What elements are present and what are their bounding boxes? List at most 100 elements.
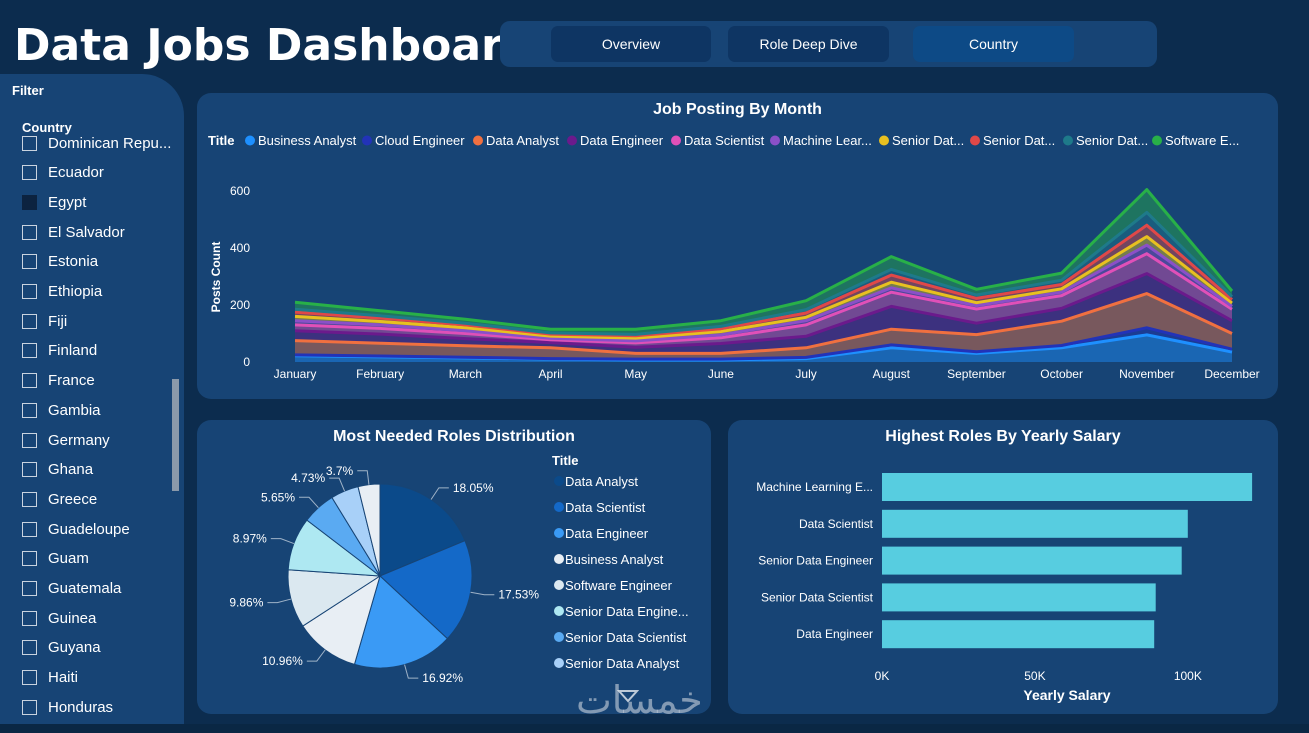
checkbox[interactable]	[22, 462, 37, 478]
checkbox[interactable]	[22, 640, 37, 656]
legend-marker	[1063, 135, 1073, 146]
series-line-data-scientist[interactable]	[294, 252, 1233, 345]
slicer-scrollbar[interactable]	[172, 379, 179, 491]
country-item[interactable]: Germany	[22, 429, 110, 451]
x-tick-label: December	[1204, 367, 1259, 381]
country-item[interactable]: Haiti	[22, 667, 78, 689]
country-item[interactable]: El Salvador	[22, 221, 125, 243]
checkbox[interactable]	[22, 491, 37, 507]
country-item[interactable]: Guinea	[22, 607, 96, 629]
salary-bar[interactable]	[882, 509, 1188, 538]
legend-label: Data Engineer	[565, 526, 649, 541]
country-item[interactable]: Egypt	[22, 191, 86, 213]
legend-marker	[554, 658, 564, 668]
country-item-label: Finland	[48, 342, 98, 360]
checkbox[interactable]	[22, 343, 37, 359]
x-tick-label: July	[795, 367, 816, 381]
country-item[interactable]: Guadeloupe	[22, 518, 130, 540]
checkbox[interactable]	[22, 402, 37, 418]
country-item-label: Guadeloupe	[48, 520, 130, 538]
checkbox[interactable]	[22, 313, 37, 329]
legend-marker	[554, 476, 564, 486]
checkbox[interactable]	[22, 521, 37, 537]
checkbox[interactable]	[22, 581, 37, 596]
pie-data-label: 16.92%	[422, 671, 463, 685]
country-item-label: El Salvador	[48, 223, 125, 241]
pie-data-label: 18.05%	[453, 481, 494, 495]
country-item[interactable]: Ecuador	[22, 162, 104, 184]
legend-marker	[245, 135, 255, 146]
series-line-data-engineer[interactable]	[294, 272, 1233, 349]
checkbox[interactable]	[22, 254, 37, 270]
country-item[interactable]: Estonia	[22, 251, 98, 273]
country-item[interactable]: Guatemala	[22, 578, 121, 600]
country-item[interactable]: Honduras	[22, 696, 113, 718]
country-item[interactable]: Gambia	[22, 399, 101, 421]
checkbox[interactable]	[22, 670, 37, 686]
y-axis-label: Posts Count	[209, 242, 223, 313]
checkbox[interactable]	[22, 699, 37, 715]
series-line-software-engineer[interactable]	[294, 188, 1234, 331]
country-item-label: Guinea	[48, 609, 97, 627]
checkbox[interactable]	[22, 224, 37, 240]
legend-marker	[473, 135, 483, 146]
salary-bar[interactable]	[882, 620, 1155, 649]
country-item-label: Ecuador	[48, 164, 104, 182]
checkbox[interactable]	[22, 610, 37, 626]
checkbox[interactable]	[22, 165, 37, 181]
salary-bar[interactable]	[882, 473, 1253, 501]
legend-label: Senior Dat...	[983, 133, 1055, 148]
legend-marker	[554, 580, 564, 590]
pie-slice-data-engineer[interactable]	[353, 575, 449, 669]
x-tick-label: June	[708, 367, 734, 381]
checkbox[interactable]	[22, 135, 37, 151]
legend-label: Senior Data Analyst	[565, 656, 680, 671]
area-fill-senior-data-scientist	[295, 212, 1232, 336]
pie-data-label: 10.96%	[262, 654, 303, 668]
country-item[interactable]: Guyana	[22, 637, 101, 659]
x-tick-label: October	[1040, 367, 1083, 381]
series-line-senior-data-scientist[interactable]	[294, 210, 1234, 336]
country-item[interactable]: Fiji	[22, 310, 67, 332]
country-item[interactable]: Greece	[22, 488, 97, 510]
series-line-senior-data-engineer[interactable]	[294, 223, 1233, 338]
leader-line	[430, 487, 449, 500]
country-item[interactable]: Finland	[22, 340, 97, 362]
pie-slice-data-analyst[interactable]	[379, 483, 466, 577]
salary-title: Highest Roles By Yearly Salary	[885, 428, 1121, 445]
country-item[interactable]: France	[22, 370, 95, 392]
x-tick-label: 0K	[875, 669, 890, 683]
checkbox[interactable]	[22, 432, 37, 448]
salary-bar[interactable]	[882, 546, 1182, 575]
tab-country[interactable]: Country	[913, 26, 1074, 62]
series-line-cloud-engineer[interactable]	[294, 326, 1233, 361]
salary-bar[interactable]	[882, 583, 1156, 612]
series-line-machine-learning-engineer[interactable]	[294, 243, 1233, 343]
leader-line	[299, 496, 319, 509]
pie-slice-business-analyst[interactable]	[302, 574, 381, 665]
country-item[interactable]: Ghana	[22, 459, 93, 481]
series-line-senior-data-analyst[interactable]	[294, 235, 1233, 340]
legend-label: Senior Data Scientist	[565, 630, 687, 645]
x-tick-label: 100K	[1174, 669, 1202, 683]
country-item[interactable]: Ethiopia	[22, 281, 102, 303]
pie-slice-data-scientist[interactable]	[379, 540, 473, 640]
country-item[interactable]: Dominican Repu...	[22, 132, 171, 154]
area-fill-business-analyst	[295, 334, 1232, 362]
legend-marker	[879, 135, 889, 146]
x-tick-label: May	[624, 367, 647, 381]
checkbox[interactable]	[22, 194, 37, 210]
pie-data-label: 8.97%	[233, 532, 267, 546]
pie-data-label: 17.53%	[498, 588, 539, 602]
country-item[interactable]: Guam	[22, 548, 89, 570]
pie-legend: Title Data Analyst Data Scientist Data Engi…	[552, 453, 689, 671]
checkbox[interactable]	[22, 284, 37, 299]
checkbox[interactable]	[22, 551, 37, 567]
checkbox[interactable]	[22, 373, 37, 389]
tab-role-deep-dive[interactable]: Role Deep Dive	[728, 26, 889, 62]
pie-slices	[287, 483, 473, 669]
series-line-data-analyst[interactable]	[294, 292, 1233, 355]
country-item-label: Ethiopia	[48, 283, 103, 300]
filter-label: Filter	[12, 83, 44, 98]
tab-overview[interactable]: Overview	[551, 26, 711, 62]
